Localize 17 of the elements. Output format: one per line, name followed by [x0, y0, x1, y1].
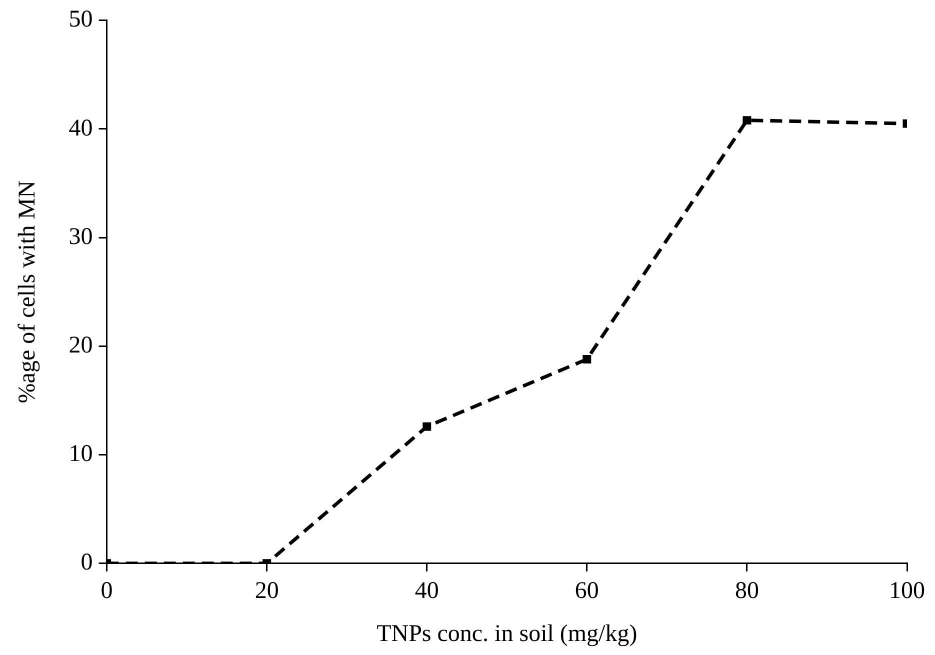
- x-tick-label: 60: [574, 578, 599, 604]
- point: [422, 422, 432, 431]
- x-tick-label: 20: [254, 578, 279, 604]
- y-axis-title: %age of cells with MN: [14, 180, 41, 404]
- x-tick-label: 0: [100, 578, 113, 604]
- point: [582, 354, 592, 364]
- y-tick-label: 20: [68, 332, 93, 358]
- x-tick-label: 100: [889, 578, 925, 604]
- x-axis-title: TNPs conc. in soil (mg/kg): [376, 620, 638, 647]
- x-tick-label: 40: [414, 578, 439, 604]
- point: [742, 116, 752, 125]
- x-tick-label: 80: [734, 578, 759, 604]
- y-tick-label: 40: [68, 115, 93, 142]
- y-tick-label: 30: [68, 224, 93, 250]
- y-tick-label: 50: [68, 6, 93, 33]
- y-tick-label: 10: [68, 441, 93, 468]
- y-tick-label: 0: [80, 550, 93, 576]
